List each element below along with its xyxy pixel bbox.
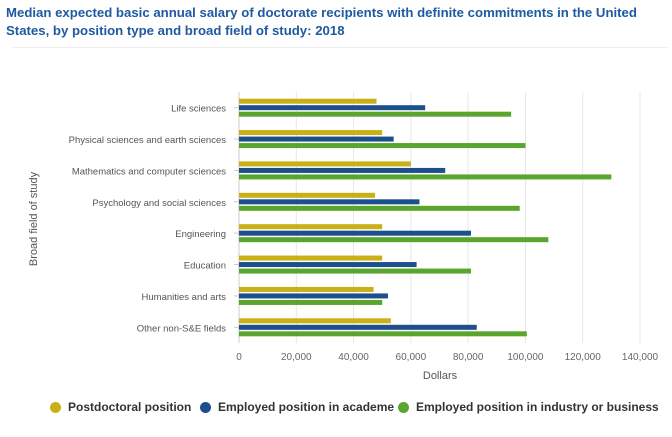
bar-industry[interactable] — [239, 237, 549, 243]
category-label: Education — [184, 261, 226, 272]
x-tick-label: 120,000 — [565, 352, 602, 363]
bar-academe[interactable] — [239, 293, 388, 299]
bar-academe[interactable] — [239, 262, 417, 268]
bars — [239, 98, 612, 337]
legend-label-postdoctoral: Postdoctoral position — [68, 400, 192, 414]
chart-title: Median expected basic annual salary of d… — [6, 5, 637, 38]
category-label: Life sciences — [171, 104, 226, 115]
legend-marker-industry — [398, 401, 409, 413]
legend-item-academe[interactable]: Employed position in academe — [200, 397, 394, 417]
bar-academe[interactable] — [239, 167, 446, 173]
bar-industry[interactable] — [239, 205, 520, 211]
category-labels: Life sciences Physical sciences and earth… — [69, 104, 227, 335]
bar-academe[interactable] — [239, 230, 472, 236]
bar-postdoctoral[interactable] — [239, 192, 376, 198]
bar-industry[interactable] — [239, 143, 526, 149]
bar-industry[interactable] — [239, 331, 527, 337]
bar-industry[interactable] — [239, 111, 512, 117]
x-tick-label: 40,000 — [338, 352, 369, 363]
y-axis-label: Broad field of study — [28, 171, 40, 266]
bar-academe[interactable] — [239, 105, 426, 111]
legend-label-industry: Employed position in industry or busines… — [416, 400, 659, 414]
category-label: Humanities and arts — [142, 292, 227, 303]
bar-postdoctoral[interactable] — [239, 318, 391, 324]
x-axis-label: Dollars — [423, 370, 458, 382]
bar-industry[interactable] — [239, 299, 383, 305]
legend-item-postdoctoral[interactable]: Postdoctoral position — [50, 397, 191, 417]
bar-industry[interactable] — [239, 174, 612, 180]
x-tick-label: 80,000 — [453, 352, 484, 363]
legend-marker-postdoctoral — [50, 401, 61, 413]
category-label: Psychology and social sciences — [92, 198, 226, 209]
bar-postdoctoral[interactable] — [239, 130, 383, 136]
legend-marker-academe — [200, 401, 211, 413]
x-tick-label: 0 — [236, 352, 242, 363]
x-tick-label: 60,000 — [396, 352, 427, 363]
bar-academe[interactable] — [239, 199, 420, 205]
bar-academe[interactable] — [239, 136, 394, 142]
category-label: Other non-S&E fields — [137, 323, 226, 334]
legend-label-academe: Employed position in academe — [218, 400, 395, 414]
bar-postdoctoral[interactable] — [239, 286, 374, 292]
bar-postdoctoral[interactable] — [239, 161, 411, 167]
category-label: Mathematics and computer sciences — [72, 166, 226, 177]
x-tick-label: 140,000 — [622, 352, 659, 363]
x-tick-label: 100,000 — [507, 352, 544, 363]
bar-academe[interactable] — [239, 324, 477, 330]
category-label: Engineering — [175, 229, 226, 240]
bar-postdoctoral[interactable] — [239, 255, 383, 261]
legend: Postdoctoral position Employed position … — [0, 397, 672, 417]
bar-postdoctoral[interactable] — [239, 98, 377, 104]
x-tick-labels: 0 20,000 40,000 60,000 80,000 100,000 120,000 1… — [236, 352, 658, 363]
bar-postdoctoral[interactable] — [239, 224, 383, 230]
x-tick-label: 20,000 — [281, 352, 312, 363]
gridlines — [234, 92, 641, 343]
category-label: Physical sciences and earth sciences — [69, 135, 227, 146]
legend-item-industry[interactable]: Employed position in industry or busines… — [398, 397, 659, 417]
bar-industry[interactable] — [239, 268, 472, 274]
